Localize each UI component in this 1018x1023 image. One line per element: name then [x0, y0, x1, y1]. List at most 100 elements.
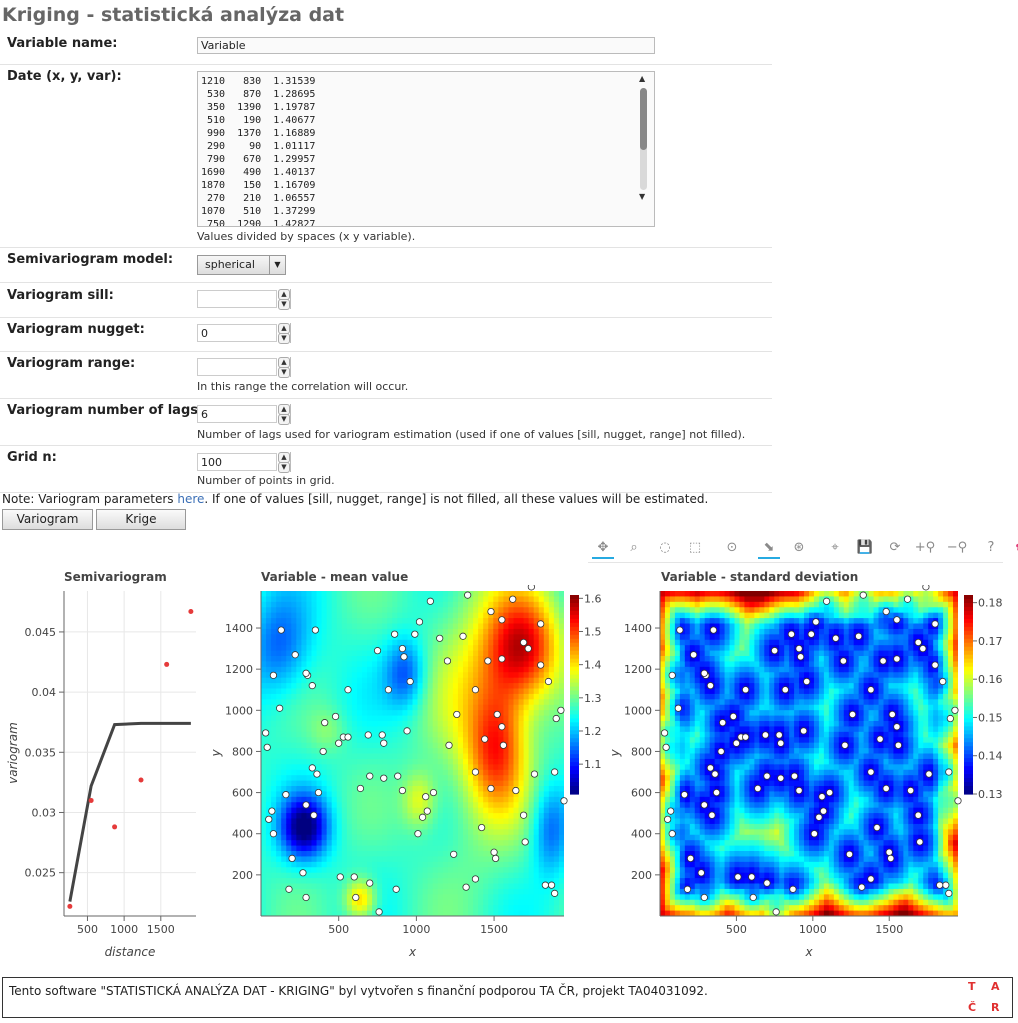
heatmap-cell — [296, 612, 302, 619]
heatmap-cell — [291, 726, 297, 733]
heatmap-cell — [447, 758, 454, 765]
heatmap-cell — [407, 769, 414, 776]
grid-input[interactable]: 100 — [197, 453, 277, 471]
heatmap-cell — [367, 612, 373, 619]
heatmap-cell — [397, 823, 403, 830]
heatmap-cell — [261, 851, 267, 858]
scroll-down-arrow-icon[interactable]: ▼ — [639, 192, 646, 201]
heatmap-cell — [714, 731, 721, 738]
crosshair-icon[interactable]: ⌖ — [831, 540, 839, 555]
pan-icon[interactable]: ✥ — [592, 539, 614, 559]
heatmap-cell — [553, 683, 560, 690]
heatmap-cell — [291, 623, 297, 630]
heatmap-cell — [457, 601, 464, 608]
reset-icon[interactable]: ⟳ — [889, 540, 901, 555]
heatmap-cell — [286, 628, 292, 635]
variogram-button[interactable]: Variogram — [2, 509, 93, 530]
heatmap-cell — [739, 861, 746, 868]
heatmap-cell — [543, 764, 550, 771]
zoom-out-icon[interactable]: −⚲ — [946, 540, 968, 555]
box-select-icon[interactable]: ⬚ — [688, 540, 702, 555]
range-spinner[interactable]: ▲ ▼ — [197, 357, 295, 378]
heatmap-cell — [468, 639, 474, 646]
textarea-scrollbar[interactable]: ▲ ▼ — [637, 74, 651, 222]
sill-input[interactable] — [197, 290, 277, 308]
tap-icon[interactable]: ⬊ — [758, 539, 780, 559]
lasso-select-icon[interactable]: ◌ — [659, 540, 671, 555]
heatmap-cell — [351, 742, 358, 749]
heatmap-cell — [276, 677, 282, 684]
krige-button[interactable]: Krige — [96, 509, 186, 530]
wheel-zoom-icon[interactable]: ⊙ — [726, 540, 738, 555]
heatmap-cell — [463, 840, 469, 847]
heatmap-cell — [261, 764, 267, 771]
lags-spinner[interactable]: 6 ▲ ▼ — [197, 404, 295, 425]
spin-down-icon[interactable]: ▼ — [278, 414, 290, 425]
heatmap-cell — [669, 802, 676, 809]
heatmap-cell — [281, 861, 287, 868]
heatmap-cell — [513, 656, 520, 663]
variable-name-input[interactable]: Variable — [197, 37, 655, 54]
colorbar-cell — [570, 654, 579, 660]
heatmap-cell — [664, 737, 671, 744]
grid-spinner[interactable]: 100 ▲ ▼ — [197, 452, 295, 473]
spin-down-icon[interactable]: ▼ — [278, 333, 290, 344]
heatmap-cell — [468, 683, 474, 690]
box-zoom-icon[interactable]: ⌕ — [630, 540, 638, 555]
heatmap-cell — [316, 672, 323, 679]
heatmap-cell — [407, 786, 414, 793]
heatmap-cell — [437, 737, 444, 744]
spin-down-icon[interactable]: ▼ — [278, 367, 290, 378]
heatmap-cell — [518, 856, 525, 863]
heatmap-cell — [447, 807, 454, 814]
heatmap-cell — [518, 878, 525, 885]
heatmap-cell — [417, 867, 424, 874]
save-icon[interactable]: 💾 — [856, 540, 874, 555]
scrollbar-thumb[interactable] — [640, 88, 647, 150]
heatmap-cell — [311, 688, 318, 695]
lags-input[interactable]: 6 — [197, 405, 277, 423]
heatmap-cell — [402, 807, 409, 814]
nugget-spinner[interactable]: 0 ▲ ▼ — [197, 323, 295, 344]
heatmap-cell — [660, 791, 666, 798]
spin-down-icon[interactable]: ▼ — [278, 462, 290, 473]
bokeh-logo-icon[interactable]: ✿ — [1010, 539, 1018, 557]
heatmap-cell — [372, 699, 378, 706]
heatmap-cell — [291, 591, 297, 598]
heatmap-cell — [442, 813, 449, 820]
zoom-in-icon[interactable]: +⚲ — [914, 540, 936, 555]
note-link[interactable]: here — [177, 492, 205, 506]
sample-point — [524, 644, 532, 653]
heatmap-cell — [286, 650, 292, 657]
heatmap-cell — [660, 672, 666, 679]
scroll-up-arrow-icon[interactable]: ▲ — [639, 74, 646, 83]
range-input[interactable] — [197, 358, 277, 376]
nugget-input[interactable]: 0 — [197, 324, 277, 342]
heatmap-cell — [362, 715, 368, 722]
hover-icon[interactable]: ⊛ — [793, 540, 805, 555]
heatmap-cell — [286, 634, 292, 641]
colorbar-cell — [570, 778, 579, 783]
heatmap-cell — [699, 693, 706, 700]
model-select[interactable]: spherical ▼ — [197, 255, 286, 275]
heatmap-cell — [483, 851, 489, 858]
sill-spinner[interactable]: ▲ ▼ — [197, 289, 295, 310]
heatmap-cell — [724, 758, 731, 765]
heatmap-cell — [478, 726, 484, 733]
heatmap-cell — [397, 840, 403, 847]
heatmap-cell — [674, 764, 681, 771]
data-textarea[interactable] — [197, 71, 655, 227]
colorbar-tick-label: 1.6 — [584, 592, 602, 605]
heatmap-cell — [341, 818, 348, 825]
heatmap-cell — [341, 710, 348, 717]
heatmap-cell — [518, 645, 525, 652]
heatmap-cell — [508, 628, 515, 635]
charts-area[interactable]: 500 1000 15000.0250.030.0350.040.045distan… — [0, 585, 1018, 975]
heatmap-cell — [311, 699, 318, 706]
help-icon[interactable]: ? — [987, 540, 995, 555]
heatmap-cell — [457, 612, 464, 619]
spin-down-icon[interactable]: ▼ — [278, 299, 290, 310]
heatmap-cell — [689, 661, 696, 668]
heatmap-cell — [286, 704, 292, 711]
heatmap-cell — [719, 823, 726, 830]
